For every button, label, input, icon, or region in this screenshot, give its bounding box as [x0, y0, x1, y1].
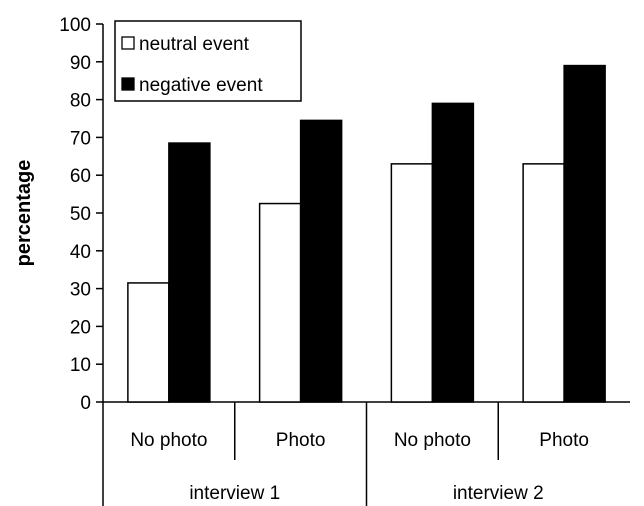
- bars: [127, 64, 606, 403]
- category-label: Photo: [276, 430, 326, 451]
- category-label: No photo: [130, 430, 207, 451]
- bar-neutral-1: [258, 202, 302, 403]
- y-ticks: 0 10 20 30 40 50 60 70 80 90 100: [59, 15, 103, 414]
- group-label: interview 1: [189, 483, 280, 504]
- y-tick-label: 90: [70, 53, 91, 74]
- y-tick-label: 50: [70, 204, 91, 225]
- category-label: No photo: [394, 430, 471, 451]
- y-tick-label: 100: [59, 15, 91, 36]
- y-tick-label: 20: [70, 317, 91, 338]
- legend-swatch-negative: [121, 77, 135, 91]
- bar-neutral-2: [390, 163, 434, 403]
- y-tick-label: 30: [70, 280, 91, 301]
- y-tick-label: 0: [80, 393, 91, 414]
- legend-label-neutral: neutral event: [139, 34, 250, 55]
- bar-neutral-0: [127, 282, 170, 403]
- legend-swatch-neutral: [121, 36, 135, 50]
- bar-negative-0: [168, 142, 211, 403]
- bar-negative-1: [299, 119, 343, 403]
- group-label: interview 2: [453, 483, 544, 504]
- bar-negative-2: [431, 102, 475, 403]
- y-tick-label: 10: [70, 355, 91, 376]
- y-tick-label: 60: [70, 166, 91, 187]
- legend: neutral event negative event: [114, 20, 302, 102]
- category-label: Photo: [539, 430, 589, 451]
- bar-neutral-3: [522, 163, 565, 403]
- legend-box: [114, 20, 302, 102]
- y-axis-label: percentage: [13, 160, 35, 267]
- category-axis: No photo Photo No photo Photo interview 1 int…: [130, 402, 589, 506]
- y-tick-label: 80: [70, 91, 91, 112]
- y-tick-label: 70: [70, 128, 91, 149]
- y-tick-label: 40: [70, 242, 91, 263]
- legend-label-negative: negative event: [139, 75, 263, 96]
- bar-negative-3: [563, 64, 606, 403]
